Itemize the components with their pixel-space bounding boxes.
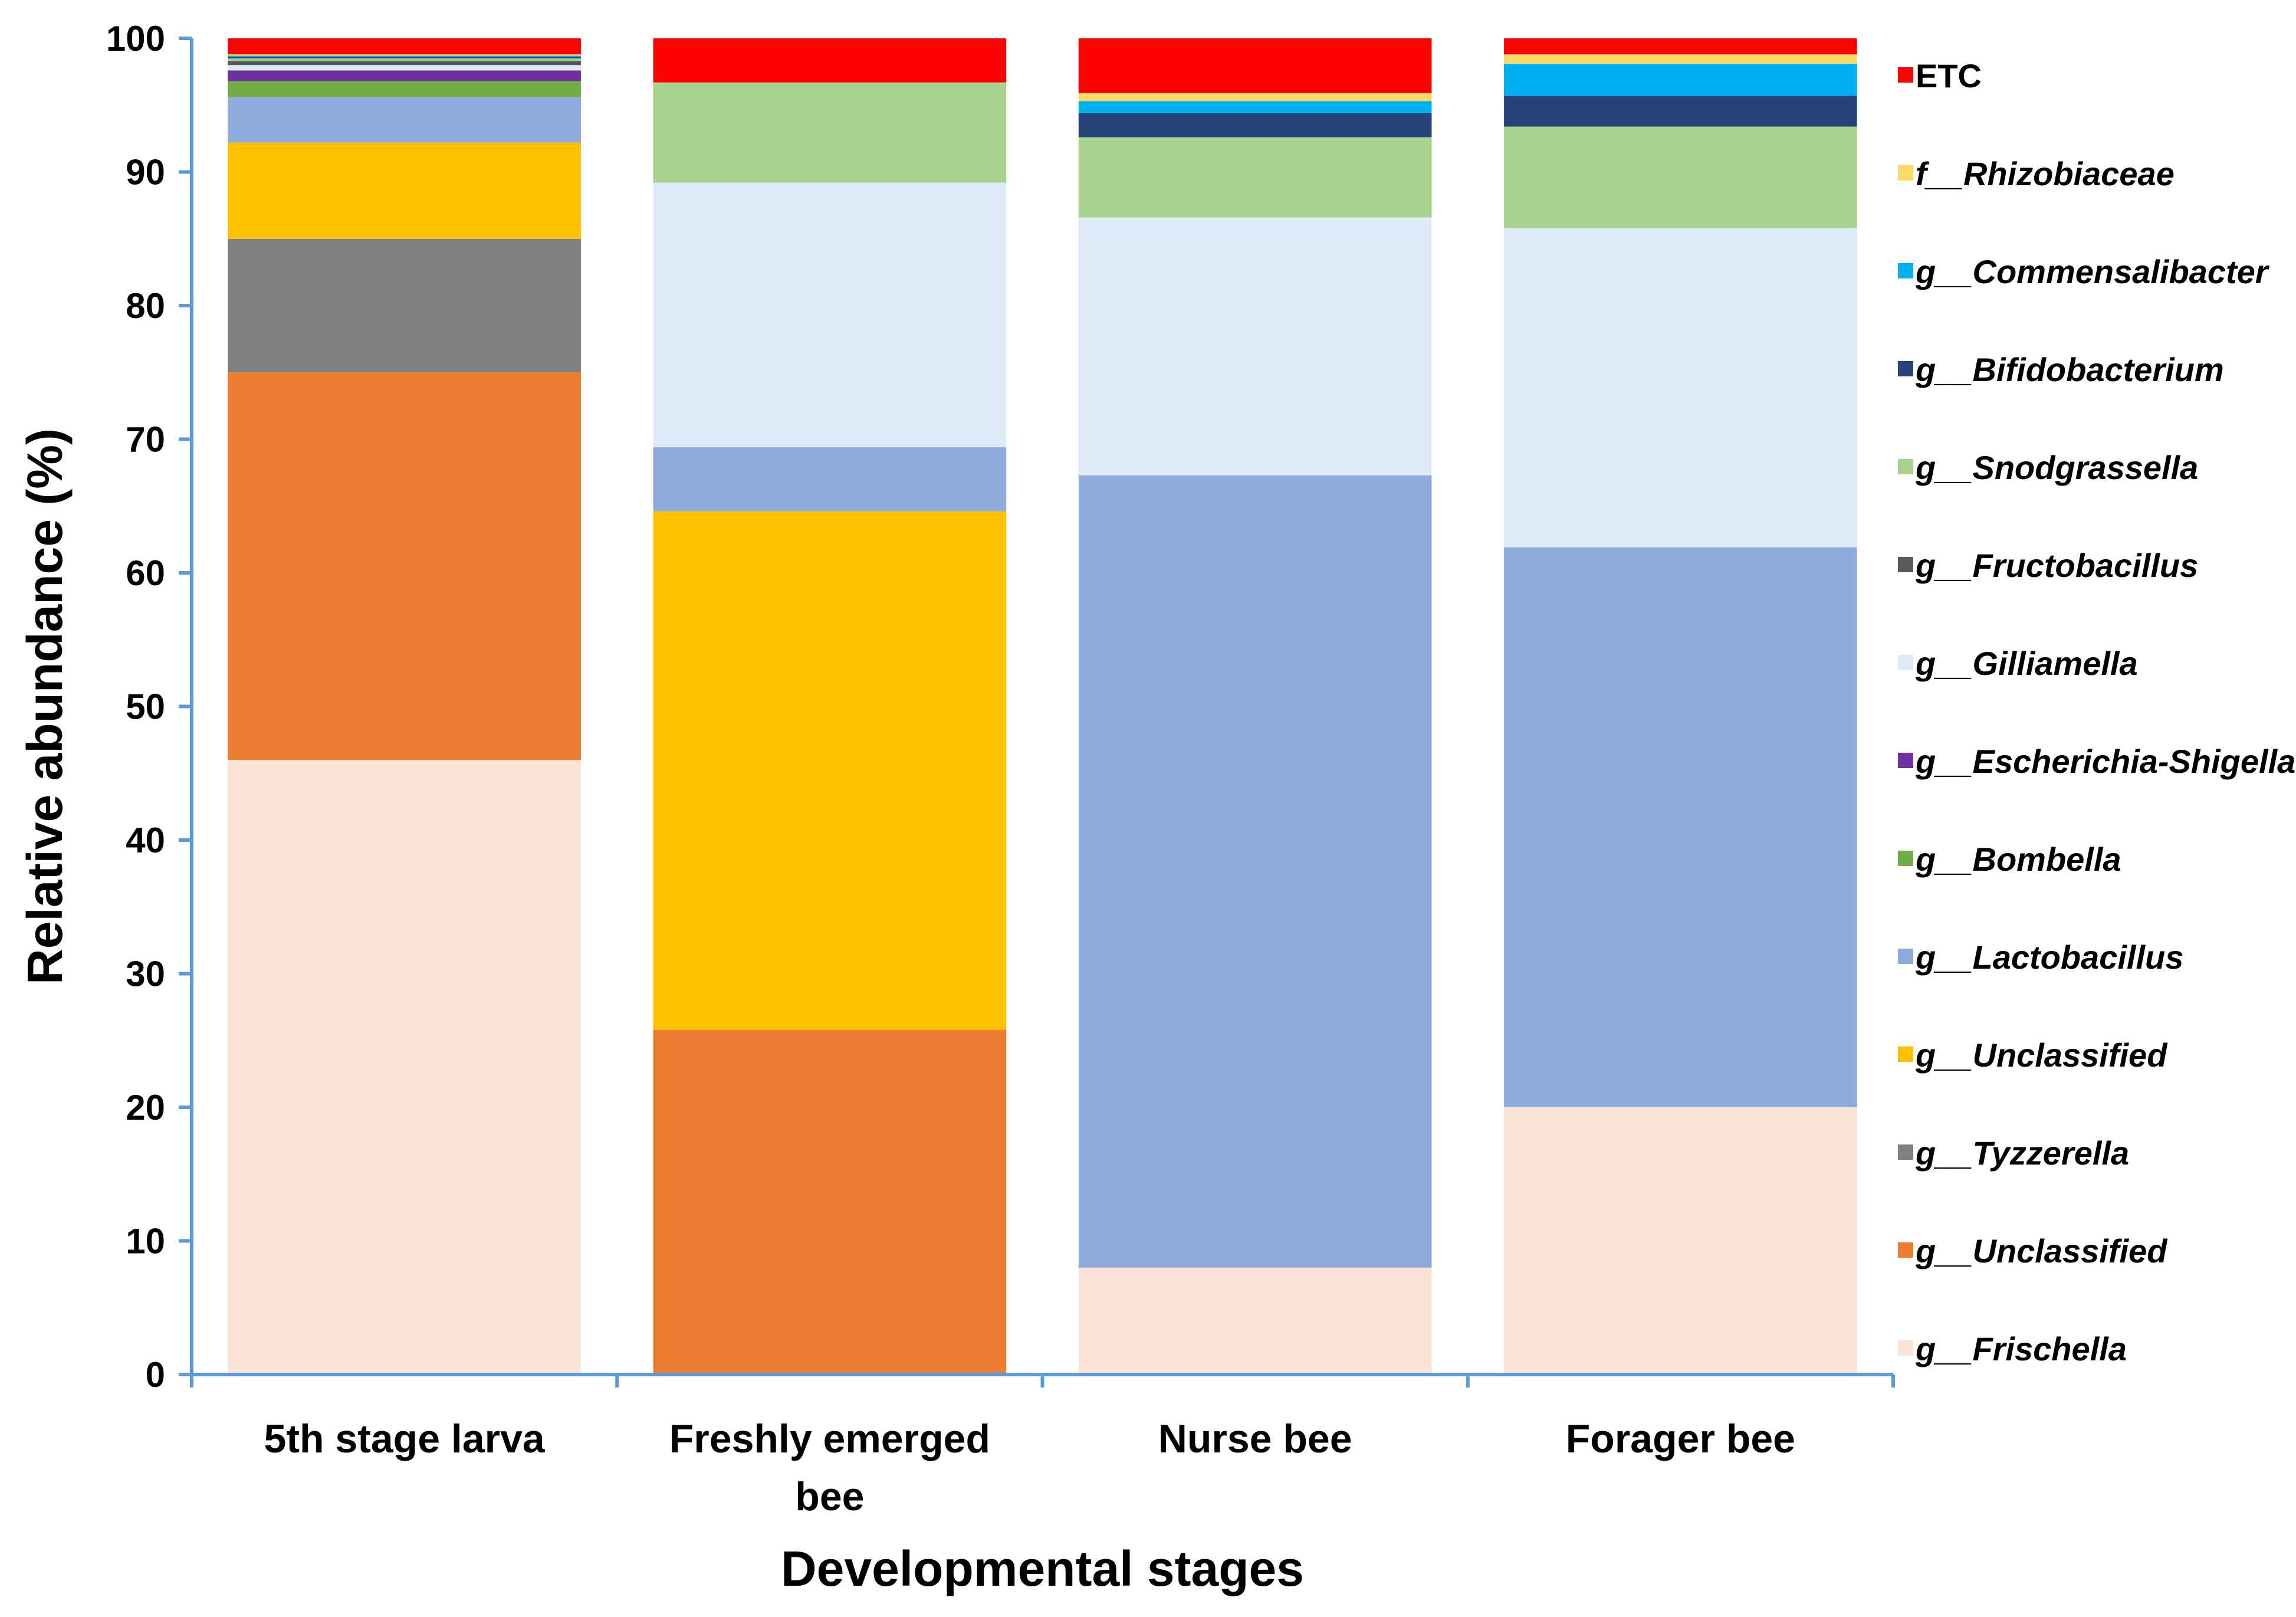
y-tick-label: 100 xyxy=(106,19,165,58)
legend-swatch xyxy=(1898,753,1913,768)
legend-label: ETC xyxy=(1916,57,1982,94)
bar-segment-f-rhizobiaceae-12-cat-3 xyxy=(1504,54,1857,64)
legend-swatch xyxy=(1898,1047,1913,1062)
legend-swatch xyxy=(1898,557,1913,572)
bar-segment-g-tyzzerella-2-cat-0 xyxy=(228,238,581,373)
legend-label: g__Bombella xyxy=(1915,841,2121,878)
bar-segment-g-lactobacillus-4-cat-1 xyxy=(653,447,1007,511)
bar-segment-g-gilliamella-7-cat-0 xyxy=(228,65,581,71)
legend-label: g__Unclassified xyxy=(1915,1232,2168,1270)
y-tick-label: 90 xyxy=(126,153,165,192)
bar-segment-g-frischella-0-cat-0 xyxy=(228,760,581,1375)
x-tick-label: Nurse bee xyxy=(1158,1416,1352,1461)
bar-segment-g-snodgrassella-9-cat-3 xyxy=(1504,126,1857,228)
bar-segment-g-snodgrassella-9-cat-0 xyxy=(228,58,581,61)
bar-segment-etc-13-cat-2 xyxy=(1078,38,1432,93)
x-tick-label: bee xyxy=(795,1474,864,1519)
y-tick-label: 0 xyxy=(146,1355,165,1395)
bar-segment-f-rhizobiaceae-12-cat-0 xyxy=(228,54,581,56)
y-tick-label: 80 xyxy=(126,286,165,326)
bar-segment-g-bifidobacterium-10-cat-2 xyxy=(1078,113,1432,137)
legend-label: g__Tyzzerella xyxy=(1915,1134,2129,1172)
x-axis-ticks: 5th stage larva Freshly emerged bee Nurse b… xyxy=(190,1375,1895,1519)
legend-swatch xyxy=(1898,851,1913,866)
bar-segment-g-frischella-0-cat-3 xyxy=(1504,1107,1857,1375)
legend-label: g__Unclassified xyxy=(1915,1037,2168,1074)
x-tick-label: Freshly emerged xyxy=(669,1416,990,1461)
y-tick-label: 20 xyxy=(126,1088,165,1127)
bar-segment-f-rhizobiaceae-12-cat-2 xyxy=(1078,93,1432,101)
bar-segment-g-snodgrassella-9-cat-1 xyxy=(653,82,1007,183)
bar-segment-g-fructobacillus-8-cat-0 xyxy=(228,61,581,65)
bar-segment-g-commensalibacter-11-cat-0 xyxy=(228,55,581,57)
legend-label: g__Fructobacillus xyxy=(1915,547,2198,584)
bar-segment-g-commensalibacter-11-cat-3 xyxy=(1504,64,1857,96)
x-tick-label: Forager bee xyxy=(1566,1416,1795,1461)
legend-label: g__Bifidobacterium xyxy=(1915,351,2224,388)
legend-label: g__Gilliamella xyxy=(1915,645,2138,682)
legend-swatch xyxy=(1898,459,1913,474)
x-axis-title: Developmental stages xyxy=(781,1541,1304,1596)
y-tick-label: 50 xyxy=(126,687,165,727)
y-axis-ticks: 0 10 20 30 40 50 60 70 80 90 100 xyxy=(106,19,192,1395)
bar-segment-g-gilliamella-7-cat-3 xyxy=(1504,228,1857,547)
legend-label: g__Escherichia-Shigella xyxy=(1915,743,2295,780)
y-tick-label: 10 xyxy=(126,1222,165,1261)
bar-segment-g-commensalibacter-11-cat-2 xyxy=(1078,101,1432,113)
legend-label: g__Lactobacillus xyxy=(1915,939,2183,976)
legend-swatch xyxy=(1898,1144,1913,1160)
bar-segments xyxy=(228,38,1857,1375)
bar-segment-g-unclassified-3-cat-0 xyxy=(228,142,581,239)
bar-segment-g-lactobacillus-4-cat-0 xyxy=(228,97,581,143)
legend-swatch xyxy=(1898,949,1913,964)
bar-segment-g-lactobacillus-4-cat-2 xyxy=(1078,475,1432,1268)
bar-segment-g-bifidobacterium-10-cat-0 xyxy=(228,57,581,58)
bar-segment-etc-13-cat-3 xyxy=(1504,38,1857,55)
bar-segment-g-gilliamella-7-cat-1 xyxy=(653,182,1007,448)
bar-segment-g-unclassified-3-cat-1 xyxy=(653,511,1007,1030)
bar-segment-etc-13-cat-0 xyxy=(228,38,581,55)
y-tick-label: 40 xyxy=(126,821,165,860)
bar-segment-g-frischella-0-cat-2 xyxy=(1078,1267,1432,1375)
legend-label: g__Snodgrassella xyxy=(1915,449,2198,486)
bar-segment-g-unclassified-1-cat-1 xyxy=(653,1029,1007,1375)
legend-swatch xyxy=(1898,1340,1913,1356)
legend-swatch xyxy=(1898,165,1913,181)
y-tick-label: 70 xyxy=(126,420,165,460)
bar-segment-etc-13-cat-1 xyxy=(653,38,1007,83)
legend-label: f__Rhizobiaceae xyxy=(1916,155,2175,192)
bar-segment-g-lactobacillus-4-cat-3 xyxy=(1504,547,1857,1107)
bar-segment-g-snodgrassella-9-cat-2 xyxy=(1078,137,1432,218)
y-tick-label: 30 xyxy=(126,955,165,994)
bar-segment-g-unclassified-1-cat-0 xyxy=(228,372,581,760)
bar-segment-g-gilliamella-7-cat-2 xyxy=(1078,217,1432,475)
y-tick-label: 60 xyxy=(126,553,165,593)
x-tick-label: 5th stage larva xyxy=(264,1416,546,1461)
legend-swatch xyxy=(1898,655,1913,670)
legend-swatch xyxy=(1898,67,1913,83)
bar-segment-g-escherichia-shigella-6-cat-0 xyxy=(228,70,581,81)
legend-swatch xyxy=(1898,361,1913,376)
legend-label: g__Frischella xyxy=(1915,1330,2127,1367)
y-axis-title: Relative abundance (%) xyxy=(17,428,73,985)
legend-swatch xyxy=(1898,263,1913,278)
legend: ETC f__Rhizobiaceae g__Commensalibacter g__… xyxy=(1898,57,2295,1367)
bar-segment-g-bombella-5-cat-0 xyxy=(228,81,581,97)
legend-label: g__Commensalibacter xyxy=(1915,253,2270,290)
legend-swatch xyxy=(1898,1242,1913,1258)
bar-segment-g-bifidobacterium-10-cat-3 xyxy=(1504,96,1857,127)
